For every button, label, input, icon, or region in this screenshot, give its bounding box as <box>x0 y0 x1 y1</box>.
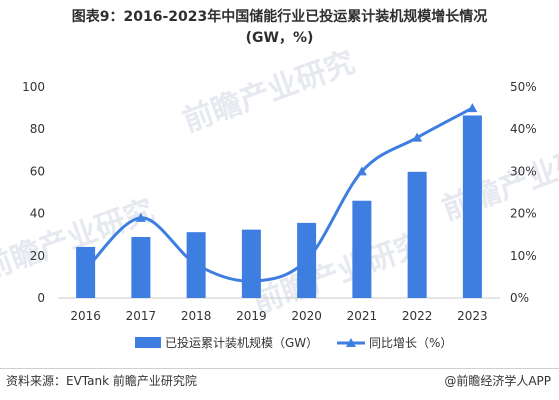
bar <box>352 200 372 298</box>
line-point-marker <box>246 276 257 286</box>
chart-subtitle-units: (GW，%) <box>245 30 314 46</box>
brand-credit: @前瞻经济学人APP <box>444 374 551 388</box>
x-tick-label: 2020 <box>291 309 322 323</box>
watermark-text: 前瞻产业研究 <box>438 133 559 227</box>
chart-title: 图表9：2016-2023年中国储能行业已投运累计装机规模增长情况 <box>71 9 488 25</box>
bar <box>462 115 482 298</box>
line-point-marker <box>135 212 146 222</box>
line-point-marker <box>467 103 478 113</box>
y-right-tick-label: 30% <box>510 164 537 178</box>
footer-divider <box>0 368 559 369</box>
bar <box>241 229 261 298</box>
legend-line-marker <box>346 338 356 347</box>
line-point-marker <box>412 132 423 142</box>
y-left-tick-label: 80 <box>30 122 45 136</box>
legend-line-label: 同比增长（%） <box>369 336 452 350</box>
y-left-tick-label: 0 <box>37 291 45 305</box>
x-tick-label: 2023 <box>457 309 488 323</box>
watermark-text: 前瞻产业研究 <box>248 226 429 320</box>
watermark-text: 前瞻产业研究 <box>178 45 359 139</box>
bar-series <box>76 115 482 298</box>
y-left-tick-label: 20 <box>30 249 45 263</box>
x-tick-label: 2021 <box>347 309 378 323</box>
x-tick-label: 2022 <box>402 309 433 323</box>
bar <box>131 237 151 298</box>
legend-bar-swatch <box>135 337 161 348</box>
x-tick-label: 2019 <box>236 309 267 323</box>
source-note: 资料来源：EVTank 前瞻产业研究院 <box>6 374 197 388</box>
x-tick-label: 2016 <box>70 309 101 323</box>
line-series <box>80 103 478 286</box>
axes-group: 0 20 40 60 80 100 0% 10% 20% 30% 40% 50% 2016 2017 201… <box>22 80 537 323</box>
line-point-marker <box>191 259 202 269</box>
bar <box>407 171 427 298</box>
y-left-tick-label: 60 <box>30 164 45 178</box>
y-left-tick-label: 40 <box>30 207 45 221</box>
legend: 已投运累计装机规模（GW） 同比增长（%） <box>135 335 452 350</box>
line-point-marker <box>80 264 91 274</box>
x-tick-label: 2017 <box>126 309 157 323</box>
y-right-tick-label: 40% <box>510 122 537 136</box>
y-right-tick-label: 20% <box>510 207 537 221</box>
line-point-marker <box>301 255 312 265</box>
line-point-marker <box>356 166 367 176</box>
combo-chart: 前瞻产业研究 前瞻产业研究 前瞻产业研究 前瞻产业研究 020406080100… <box>0 45 559 350</box>
y-right-tick-label: 0% <box>510 291 529 305</box>
legend-bar-label: 已投运累计装机规模（GW） <box>165 335 318 350</box>
x-tick-label: 2018 <box>181 309 212 323</box>
y-left-tick-label: 100 <box>22 80 45 94</box>
y-right-tick-label: 50% <box>510 80 537 94</box>
y-right-tick-label: 10% <box>510 249 537 263</box>
